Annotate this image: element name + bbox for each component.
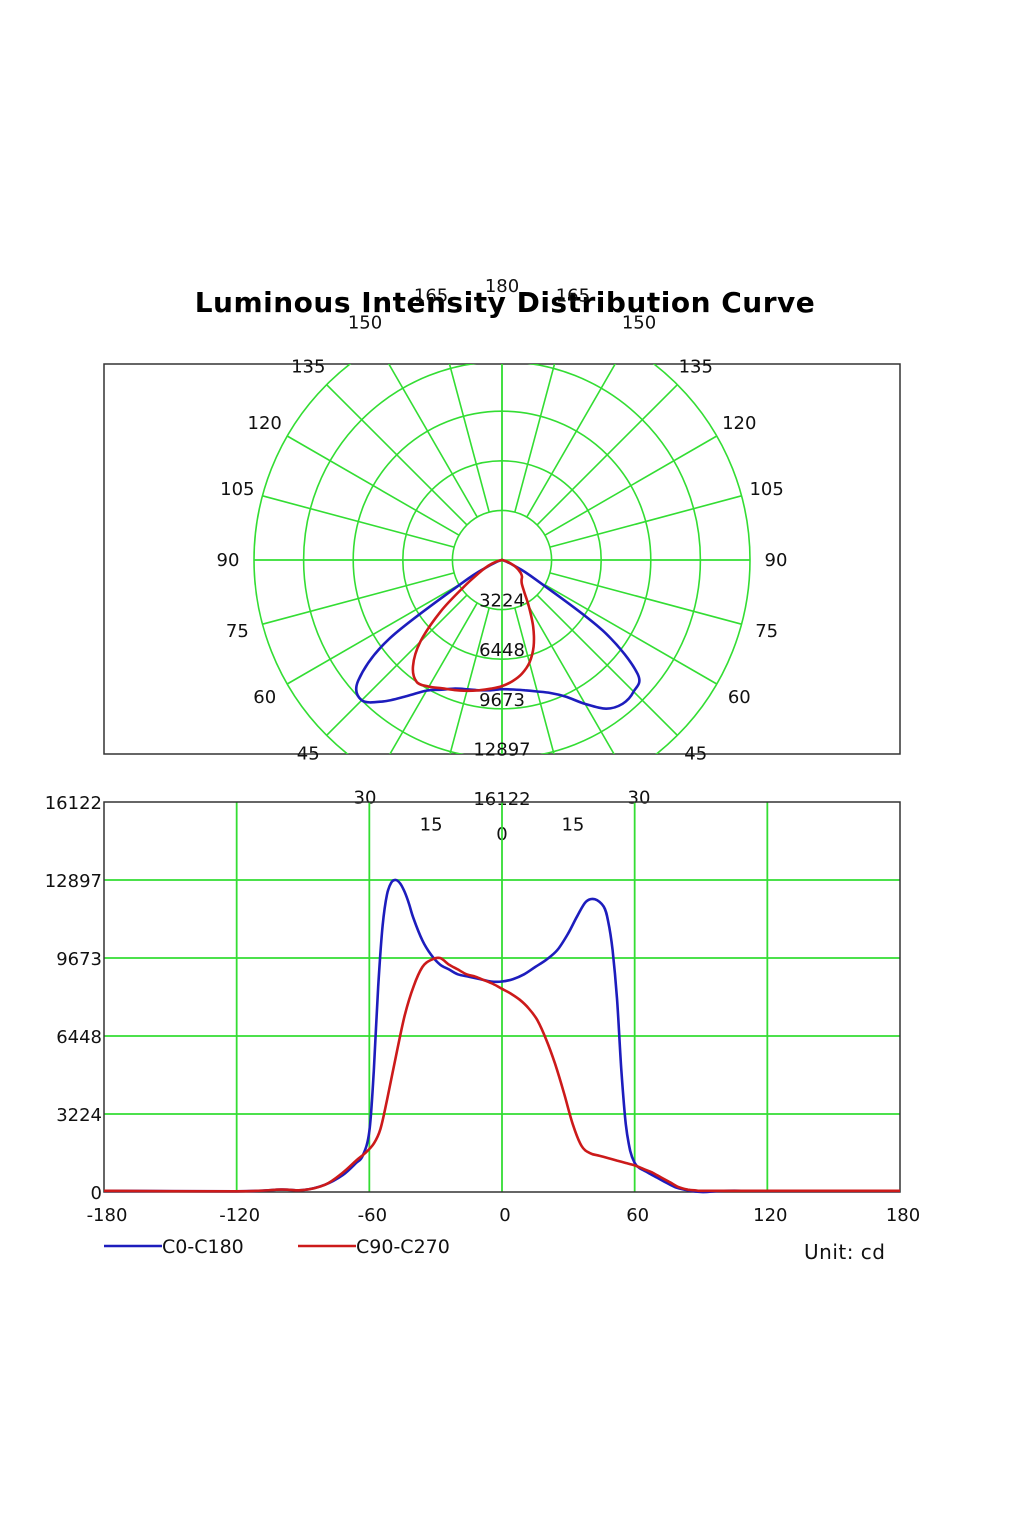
x-axis-labels: -180 -120 -60 0 60 120 180 [87, 1205, 921, 1226]
polar-angle-label-left: 75 [226, 621, 249, 642]
polar-angle-label-right: 135 [679, 356, 713, 377]
polar-spoke [326, 384, 468, 526]
polar-series-c90-c270 [411, 558, 536, 693]
polar-angle-label-left: 165 [414, 285, 448, 306]
x-tick-label: 120 [753, 1205, 787, 1226]
polar-spoke [448, 364, 490, 513]
polar-angle-label-right: 165 [556, 285, 590, 306]
polar-angle-label-left: 30 [354, 787, 377, 808]
x-tick-label: -180 [87, 1205, 128, 1226]
polar-spoke [326, 594, 468, 736]
polar-series [354, 558, 641, 710]
y-tick-label: 9673 [56, 949, 102, 970]
polar-chart: 0153045607590105120135150165180153045607… [103, 276, 901, 845]
polar-spoke [514, 364, 556, 513]
polar-angle-label-right: 75 [755, 621, 778, 642]
polar-angle-labels: 0153045607590105120135150165180153045607… [217, 276, 788, 845]
polar-spoke [526, 602, 615, 754]
polar-spoke [549, 495, 742, 548]
polar-spoke [544, 435, 718, 536]
y-tick-label: 3224 [56, 1105, 102, 1126]
polar-spoke [286, 435, 460, 536]
polar-spoke [387, 364, 478, 518]
polar-angle-label-left: 45 [297, 744, 320, 765]
line-chart: 0 3224 6448 9673 12897 16122 -180 -120 -60 0 60 120… [45, 793, 920, 1226]
polar-spoke [514, 607, 555, 754]
line-chart-frame [103, 801, 901, 1193]
y-tick-label: 12897 [45, 871, 102, 892]
legend-label-c0-c180: C0-C180 [162, 1236, 244, 1258]
x-tick-label: -120 [219, 1205, 260, 1226]
polar-angle-label-left: 90 [217, 550, 240, 571]
polar-angle-label-left: 135 [291, 356, 325, 377]
line-series [103, 878, 900, 1194]
polar-spoke [262, 495, 455, 548]
y-tick-label: 16122 [45, 793, 102, 814]
x-tick-label: 0 [499, 1205, 510, 1226]
x-tick-label: 60 [626, 1205, 649, 1226]
polar-angle-label-right: 45 [684, 744, 707, 765]
polar-spoke [449, 607, 490, 754]
polar-spoke [549, 572, 742, 625]
polar-angle-label-right: 30 [628, 787, 651, 808]
polar-angle-label-right: 15 [561, 815, 584, 836]
y-tick-label: 0 [91, 1183, 102, 1204]
polar-spoke [286, 584, 460, 685]
polar-grid [253, 364, 751, 754]
polar-angle-label-right: 60 [728, 687, 751, 708]
polar-spoke [536, 594, 678, 736]
polar-spoke [262, 572, 455, 625]
polar-spoke [389, 602, 478, 754]
polar-angle-label-right: 120 [722, 413, 756, 434]
polar-series-c0-c180 [354, 558, 641, 710]
polar-angle-label-left: 60 [253, 687, 276, 708]
x-tick-label: -60 [358, 1205, 387, 1226]
polar-angle-label-left: 120 [248, 413, 282, 434]
legend: C0-C180 C90-C270 [104, 1236, 450, 1258]
polar-angle-label-left: 105 [220, 479, 254, 500]
polar-radial-label: 3224 [479, 591, 525, 612]
chart-title: Luminous Intensity Distribution Curve [194, 286, 816, 319]
polar-spoke [544, 584, 718, 685]
y-tick-label: 6448 [56, 1027, 102, 1048]
polar-radial-label: 6448 [479, 640, 525, 661]
polar-spoke [526, 364, 617, 518]
polar-angle-label-left: 180 [485, 276, 519, 297]
line-grid [104, 802, 900, 1192]
polar-radial-label: 12897 [473, 739, 530, 760]
legend-label-c90-c270: C90-C270 [356, 1236, 450, 1258]
polar-radial-label: 9673 [479, 690, 525, 711]
polar-radial-labels: 3224 6448 9673 12897 16122 [473, 591, 530, 810]
polar-angle-label-left: 150 [348, 313, 382, 334]
line-series-c90-c270 [103, 956, 900, 1193]
polar-spoke [536, 384, 678, 526]
unit-label: Unit: cd [804, 1240, 886, 1264]
polar-radial-label: 16122 [473, 789, 530, 810]
y-axis-labels: 0 3224 6448 9673 12897 16122 [45, 793, 102, 1204]
polar-angle-label-right: 150 [622, 313, 656, 334]
polar-angle-label-right: 105 [749, 479, 783, 500]
polar-angle-label-left: 15 [420, 815, 443, 836]
polar-angle-label-right: 90 [765, 550, 788, 571]
x-tick-label: 180 [886, 1205, 920, 1226]
